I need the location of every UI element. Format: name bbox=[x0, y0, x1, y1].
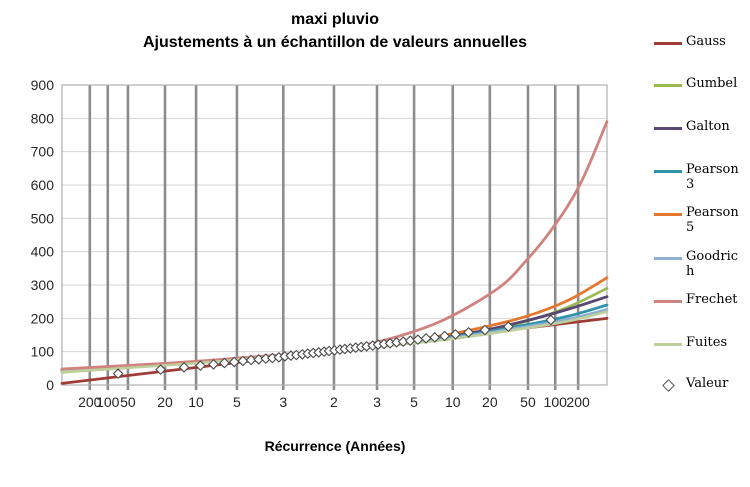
legend-line-swatch bbox=[654, 257, 682, 260]
legend-item-goodrich: Goodric h bbox=[654, 249, 739, 280]
y-tick-label: 200 bbox=[31, 310, 55, 326]
y-tick-label: 0 bbox=[46, 377, 54, 393]
valeur-marker bbox=[420, 332, 432, 344]
legend-label: Pearson 5 bbox=[686, 205, 739, 235]
valeur-marker bbox=[219, 357, 230, 369]
plot-border bbox=[61, 84, 608, 386]
y-tick-label: 800 bbox=[31, 110, 55, 126]
legend-item-valeur: Valeur bbox=[654, 376, 729, 393]
valeur-marker bbox=[178, 361, 190, 373]
x-axis-title: Récurrence (Années) bbox=[264, 438, 406, 454]
legend-line-swatch bbox=[654, 84, 682, 87]
valeur-marker bbox=[429, 331, 441, 343]
legend-line-swatch bbox=[654, 300, 682, 303]
legend-item-gauss: Gauss bbox=[654, 34, 726, 50]
x-tick-label: 50 bbox=[120, 394, 136, 410]
valeur-marker bbox=[245, 354, 257, 366]
chart-title: maxi pluvio bbox=[290, 11, 380, 28]
legend-label: Fuites bbox=[686, 335, 728, 350]
x-tick-label: 5 bbox=[410, 394, 418, 410]
valeur-marker bbox=[439, 330, 450, 342]
valeur-marker bbox=[479, 324, 491, 336]
legend-item-frechet: Frechet bbox=[654, 292, 738, 308]
legend-label: Gumbel bbox=[686, 76, 738, 91]
chart-subtitle: Ajustements à un échantillon de valeurs … bbox=[142, 34, 528, 52]
x-tick-label: 200 bbox=[78, 394, 102, 410]
y-tick-label: 300 bbox=[31, 277, 55, 293]
legend-label: Goodric h bbox=[686, 249, 739, 279]
legend-label: Galton bbox=[686, 119, 730, 134]
x-tick-label: 3 bbox=[373, 394, 381, 410]
legend-item-fuites: Fuites bbox=[654, 335, 728, 351]
valeur-marker bbox=[545, 314, 557, 326]
legend-line-swatch bbox=[654, 343, 682, 346]
y-tick-label: 400 bbox=[31, 244, 55, 260]
legend-item-pearson-3: Pearson 3 bbox=[654, 162, 739, 193]
chart-title-block: maxi pluvio Ajustements à un échantillon… bbox=[60, 8, 610, 54]
legend-item-gumbel: Gumbel bbox=[654, 76, 738, 92]
valeur-marker bbox=[463, 326, 474, 338]
valeur-marker bbox=[228, 356, 240, 368]
x-tick-label: 10 bbox=[188, 394, 204, 410]
x-tick-label: 10 bbox=[445, 394, 461, 410]
x-tick-label: 5 bbox=[233, 394, 241, 410]
x-tick-label: 20 bbox=[157, 394, 173, 410]
valeur-marker bbox=[195, 360, 206, 372]
legend-label: Valeur bbox=[686, 376, 729, 391]
x-tick-label: 20 bbox=[482, 394, 498, 410]
valeur-marker bbox=[155, 364, 167, 376]
y-tick-label: 900 bbox=[31, 77, 55, 93]
legend-line-swatch bbox=[654, 42, 682, 45]
x-tick-label: 2 bbox=[330, 394, 338, 410]
legend-label: Pearson 3 bbox=[686, 162, 739, 192]
legend-label: Gauss bbox=[686, 34, 726, 49]
legend-item-galton: Galton bbox=[654, 119, 730, 135]
x-gridlines bbox=[88, 85, 580, 390]
valeur-marker bbox=[502, 321, 514, 333]
valeur-marker bbox=[237, 355, 249, 367]
legend-item-pearson-5: Pearson 5 bbox=[654, 205, 739, 236]
valeur-marker bbox=[112, 368, 124, 380]
y-tick-label: 100 bbox=[31, 344, 55, 360]
y-tick-label: 500 bbox=[31, 210, 55, 226]
legend-line-swatch bbox=[654, 127, 682, 130]
valeur-marker bbox=[450, 328, 461, 340]
x-tick-label: 100 bbox=[544, 394, 568, 410]
valeur-marker bbox=[208, 358, 219, 370]
x-tick-label: 100 bbox=[96, 394, 120, 410]
x-tick-label: 200 bbox=[566, 394, 590, 410]
legend-label: Frechet bbox=[686, 292, 738, 307]
valeur-diamond-icon bbox=[654, 377, 682, 393]
series-frechet bbox=[60, 120, 609, 371]
diamond-icon bbox=[661, 378, 675, 392]
y-tick-label: 600 bbox=[31, 177, 55, 193]
legend-line-swatch bbox=[654, 170, 682, 173]
y-tick-labels: 0 100 200 300 400 500 600 700 800 900 bbox=[31, 77, 55, 393]
x-tick-label: 50 bbox=[520, 394, 536, 410]
y-tick-label: 700 bbox=[31, 144, 55, 160]
legend-line-swatch bbox=[654, 213, 682, 216]
x-tick-label: 3 bbox=[279, 394, 287, 410]
valeur-markers bbox=[112, 314, 557, 380]
